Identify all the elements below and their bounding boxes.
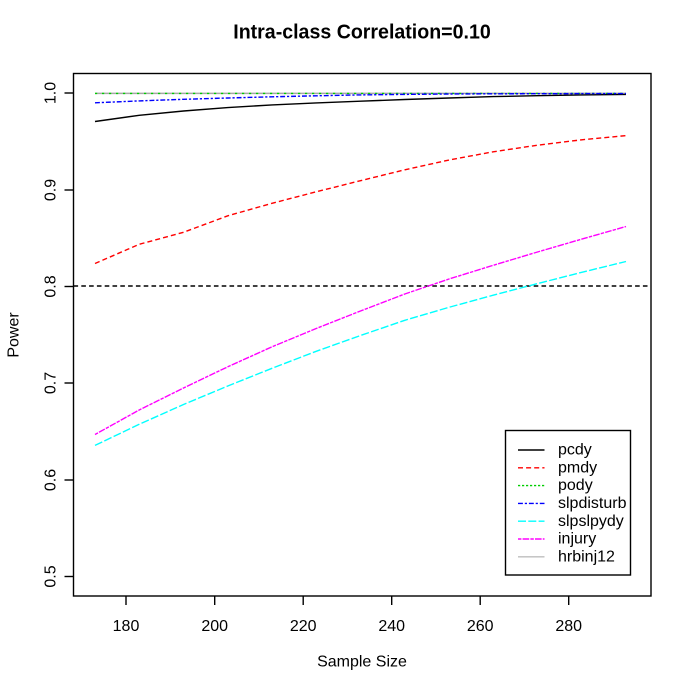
svg-text:Sample Size: Sample Size: [317, 653, 407, 670]
svg-text:hrbinj12: hrbinj12: [558, 548, 615, 565]
svg-text:180: 180: [113, 618, 140, 635]
svg-text:0.5: 0.5: [43, 565, 60, 587]
svg-text:0.7: 0.7: [43, 372, 60, 394]
svg-text:240: 240: [378, 618, 405, 635]
svg-text:280: 280: [555, 618, 582, 635]
svg-text:injury: injury: [558, 531, 596, 548]
svg-text:Power: Power: [6, 312, 23, 358]
svg-text:1.0: 1.0: [43, 82, 60, 104]
svg-text:pody: pody: [558, 477, 593, 494]
svg-text:0.8: 0.8: [43, 275, 60, 297]
svg-text:slpdisturb: slpdisturb: [558, 495, 627, 512]
svg-text:slpslpydy: slpslpydy: [558, 513, 624, 530]
svg-text:pmdy: pmdy: [558, 459, 597, 476]
svg-text:220: 220: [290, 618, 317, 635]
svg-text:260: 260: [467, 618, 494, 635]
svg-text:0.9: 0.9: [43, 179, 60, 201]
svg-text:pcdy: pcdy: [558, 442, 592, 459]
svg-text:0.6: 0.6: [43, 469, 60, 491]
svg-text:Intra-class Correlation=0.10: Intra-class Correlation=0.10: [233, 21, 491, 43]
svg-text:200: 200: [201, 618, 228, 635]
